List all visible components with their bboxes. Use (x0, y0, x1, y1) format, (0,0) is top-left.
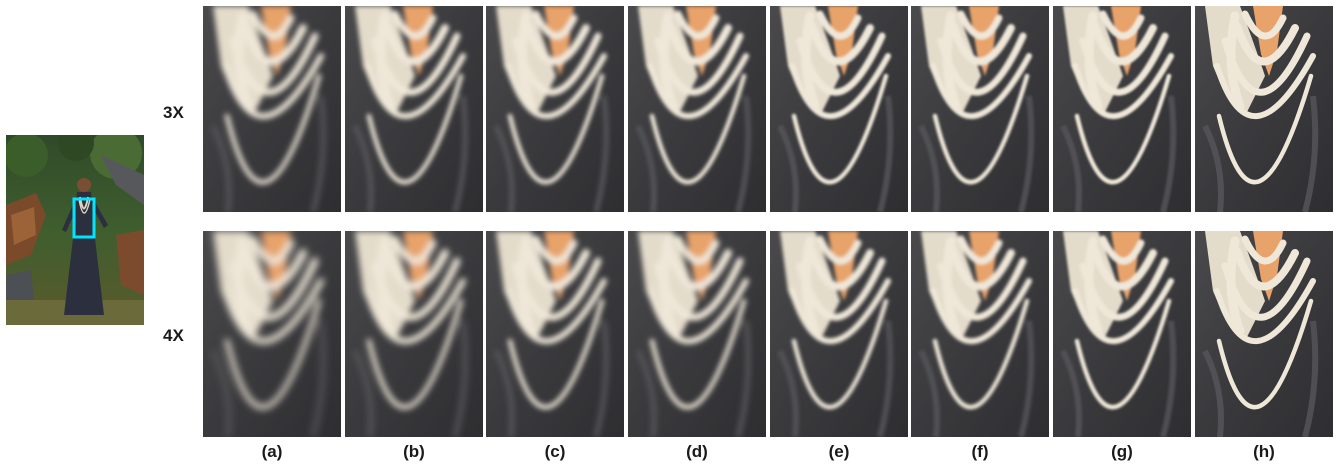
column-label-g: (g) (1111, 442, 1133, 461)
crop-tile-4x-h (1195, 231, 1333, 437)
crop-tile-3x-d (628, 6, 766, 212)
row-label-3x: 3X (163, 103, 184, 122)
column-label-a: (a) (261, 442, 283, 461)
crop-tile-3x-a (203, 6, 341, 212)
crop-tile-3x-b (345, 6, 483, 212)
crop-image (345, 231, 483, 437)
column-label-e: (e) (828, 442, 850, 461)
source-photo (6, 135, 144, 325)
crop-tile-4x-g (1053, 231, 1191, 437)
crop-image (1053, 6, 1191, 212)
crop-image (1195, 6, 1333, 212)
crop-image (203, 231, 341, 437)
crop-tile-3x-f (911, 6, 1049, 212)
highlight-box (72, 197, 96, 239)
crop-tile-3x-g (1053, 6, 1191, 212)
column-label-d: (d) (686, 442, 708, 461)
crop-image (770, 231, 908, 437)
crop-image (770, 6, 908, 212)
column-label-f: (f) (971, 442, 989, 461)
crop-image (911, 6, 1049, 212)
crop-image (345, 6, 483, 212)
crop-tile-3x-h (1195, 6, 1333, 212)
crop-image (203, 6, 341, 212)
crop-image (911, 231, 1049, 437)
row-label-4x: 4X (163, 326, 184, 345)
crop-image (486, 6, 624, 212)
crop-tile-4x-a (203, 231, 341, 437)
crop-image (628, 6, 766, 212)
column-label-h: (h) (1253, 442, 1275, 461)
crop-image (1053, 231, 1191, 437)
crop-tile-4x-b (345, 231, 483, 437)
column-label-b: (b) (403, 442, 425, 461)
crop-image (628, 231, 766, 437)
crop-tile-4x-d (628, 231, 766, 437)
crop-image (486, 231, 624, 437)
crop-tile-3x-c (486, 6, 624, 212)
crop-tile-4x-c (486, 231, 624, 437)
crop-tile-4x-f (911, 231, 1049, 437)
crop-image (1195, 231, 1333, 437)
column-label-c: (c) (544, 442, 566, 461)
crop-tile-3x-e (770, 6, 908, 212)
source-photo-svg (6, 135, 144, 325)
crop-tile-4x-e (770, 231, 908, 437)
